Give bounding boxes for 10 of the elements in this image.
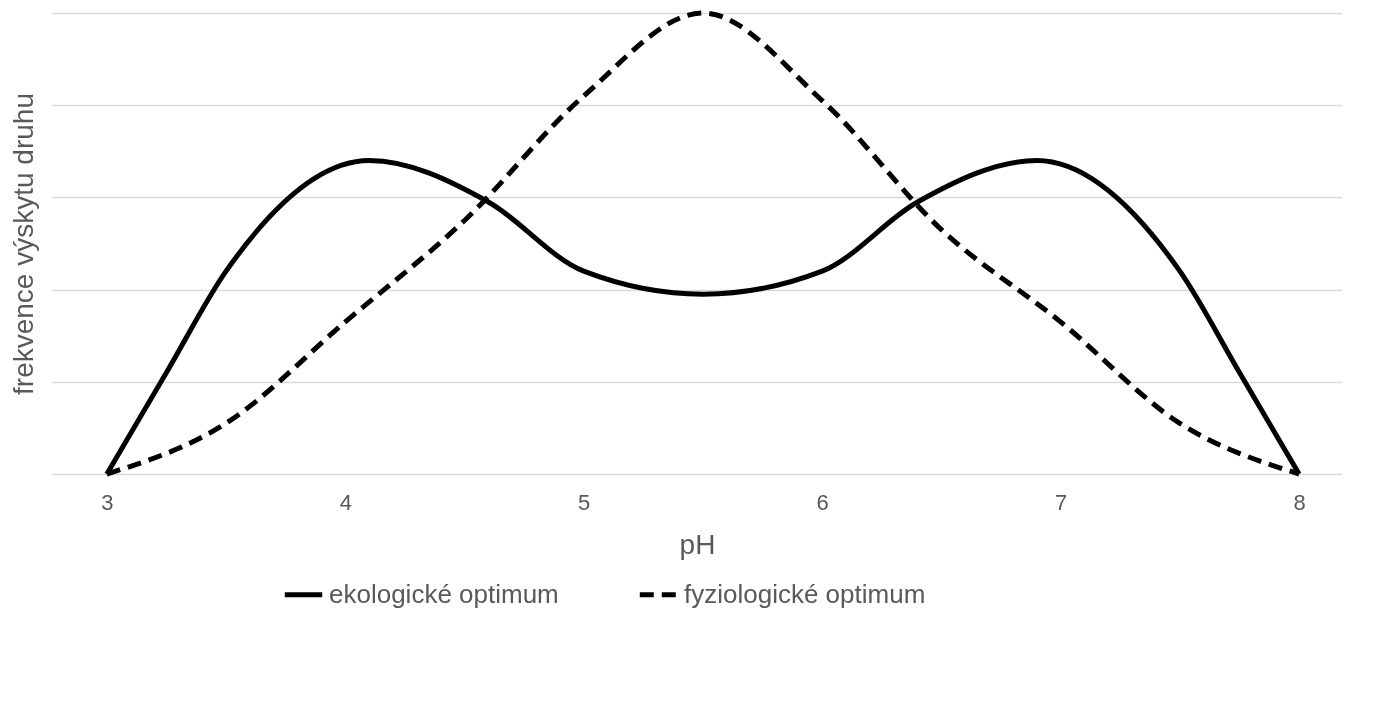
x-tick-label: 7	[1055, 489, 1068, 515]
legend-label: ekologické optimum	[329, 578, 559, 609]
x-tick-label: 8	[1293, 489, 1306, 515]
y-axis-title: frekvence výskytu druhu	[7, 93, 39, 395]
x-tick-label: 3	[101, 489, 114, 515]
x-tick-label: 5	[578, 489, 591, 515]
x-tick-label: 4	[339, 489, 352, 515]
x-tick-label: 6	[816, 489, 829, 515]
legend-label: fyziologické optimum	[684, 578, 926, 609]
x-axis-title: pH	[679, 528, 716, 560]
